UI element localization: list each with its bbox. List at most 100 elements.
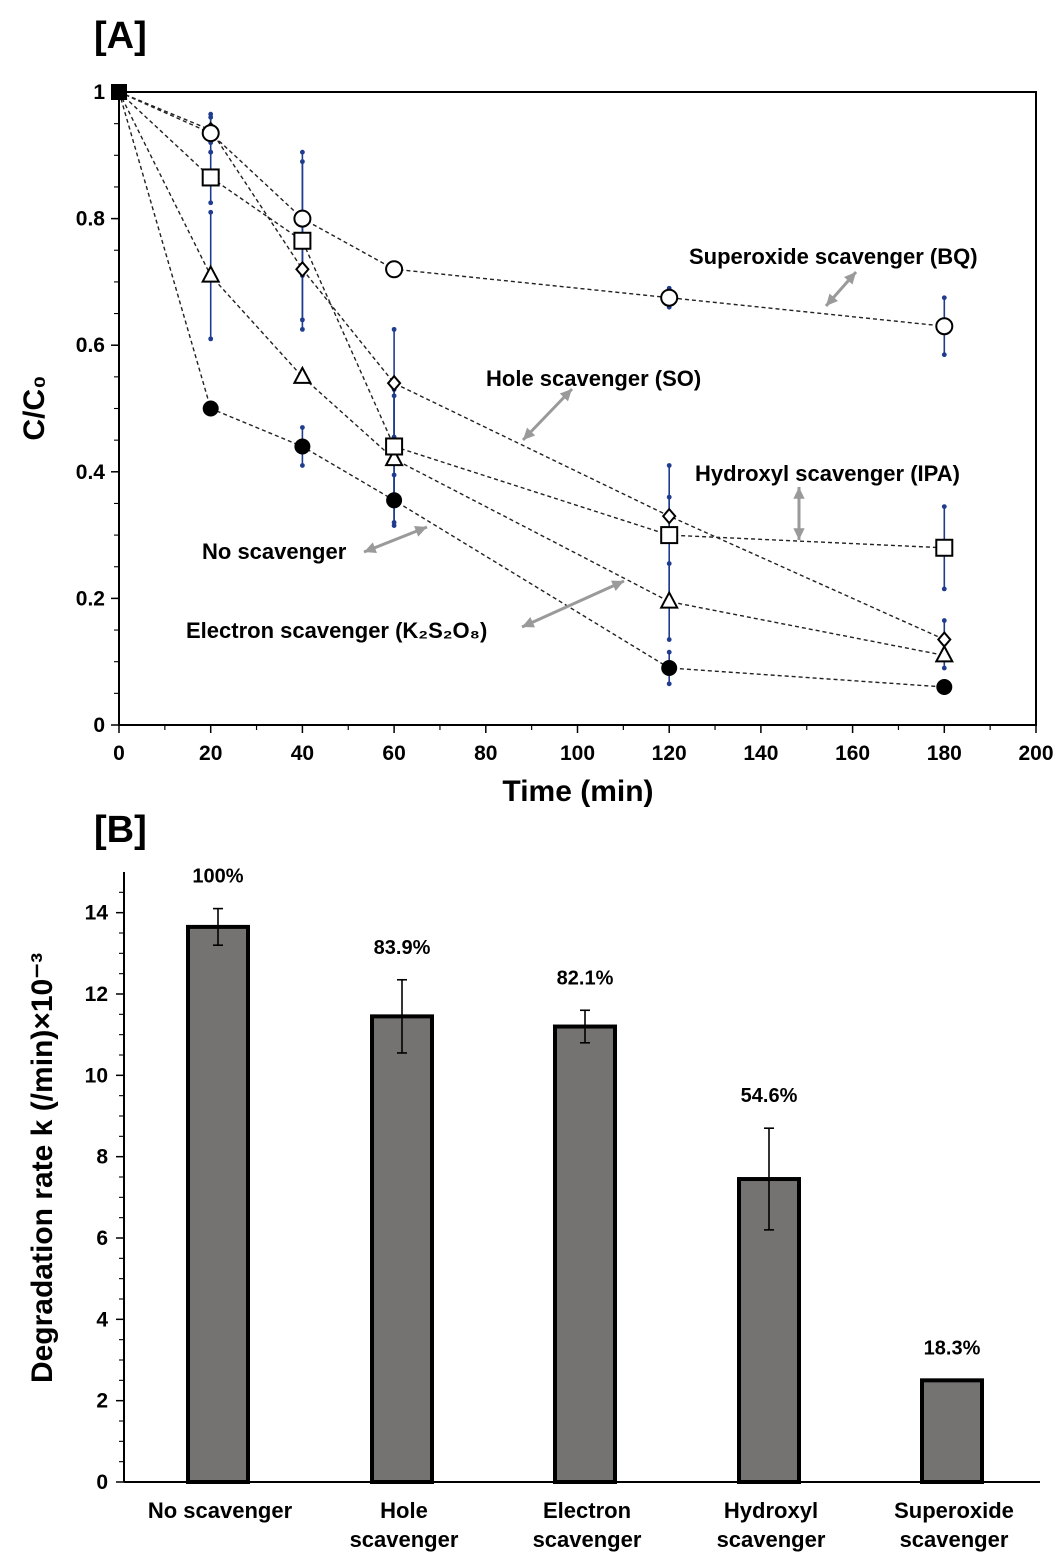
error-cap [941, 352, 947, 358]
x-tick-label: 120 [652, 742, 687, 765]
category-label: Electron [543, 1498, 631, 1523]
error-cap [208, 149, 214, 155]
error-cap [391, 326, 397, 332]
y-tick-label: 2 [96, 1390, 108, 1413]
annotation-hydroxyl: Hydroxyl scavenger (IPA) [695, 461, 960, 486]
annotation-no-scavenger: No scavenger [202, 539, 347, 564]
y-tick-label: 6 [96, 1227, 108, 1250]
data-point [385, 437, 404, 456]
y-tick-label: 0.6 [76, 334, 105, 357]
panel-a-tick-labels: 0 20 40 60 80 100 120 140 160 180 200 0 0.2 0.4 0.6 0.8… [76, 81, 1054, 765]
y-tick-label: 12 [85, 983, 108, 1006]
x-tick-label: 100 [560, 742, 595, 765]
data-point [661, 507, 677, 525]
panel-b-tick-labels: 0 2 4 6 8 10 12 14 [85, 902, 109, 1494]
bar [186, 924, 250, 1484]
error-cap [208, 111, 214, 117]
x-tick-label: 140 [743, 742, 778, 765]
category-label: scavenger [350, 1527, 459, 1552]
y-tick-label: 0.2 [76, 587, 105, 610]
error-cap [300, 149, 305, 155]
data-point [936, 679, 953, 696]
panel-a-annotation-arrows [363, 271, 858, 629]
x-tick-label: 180 [927, 742, 962, 765]
error-cap [941, 504, 947, 510]
error-cap [208, 200, 214, 206]
bar-data-label: 18.3% [924, 1337, 981, 1359]
error-cap [666, 463, 672, 468]
bar [553, 1024, 617, 1484]
panel-b-error-bars [213, 907, 774, 1231]
x-tick-label: 20 [199, 742, 222, 765]
arrow-head [414, 526, 427, 537]
panel-b-category-labels: No scavenger Hole scavenger Electron scaveng… [148, 1498, 1014, 1552]
x-tick-label: 40 [291, 742, 314, 765]
y-tick-label: 8 [96, 1146, 108, 1169]
data-point [659, 590, 679, 609]
arrow-head [826, 293, 838, 306]
y-tick-label: 0 [96, 1471, 108, 1494]
error-cap [300, 326, 305, 332]
y-tick-label: 14 [85, 902, 109, 925]
y-tick-label: 0.8 [76, 208, 106, 231]
data-point [935, 538, 954, 557]
panel-b-label: [B] [94, 809, 147, 851]
category-label: Hydroxyl [724, 1498, 818, 1523]
arrow-head [793, 528, 805, 540]
category-label: Hole [380, 1498, 428, 1523]
arrow-head [559, 389, 572, 402]
x-tick-label: 80 [474, 742, 497, 765]
y-tick-label: 1 [93, 81, 105, 104]
x-tick-label: 0 [113, 742, 125, 765]
y-tick-label: 10 [85, 1064, 108, 1087]
data-point [201, 124, 220, 143]
data-point [293, 231, 312, 250]
arrow-shaft [521, 579, 625, 629]
bar [370, 1014, 434, 1484]
annotation-superoxide: Superoxide scavenger (BQ) [689, 244, 978, 269]
arrow-head [523, 427, 536, 440]
data-point [295, 260, 310, 278]
series-line-0 [118, 91, 945, 688]
data-point [201, 168, 220, 187]
bar-data-label: 100% [192, 866, 243, 888]
arrow-head [522, 617, 535, 628]
series-line-2 [118, 91, 945, 657]
data-point [201, 264, 221, 283]
error-cap [300, 159, 305, 165]
error-cap [300, 425, 305, 430]
x-tick-label: 160 [835, 742, 870, 765]
bar-data-label: 54.6% [741, 1085, 798, 1107]
panel-b-ticks [116, 891, 124, 1483]
panel-b-data-labels: 100% 83.9% 82.1% 54.6% 18.3% [192, 866, 980, 1360]
y-tick-label: 4 [96, 1308, 108, 1331]
error-cap [208, 209, 214, 215]
data-point [384, 448, 404, 467]
panel-a-label: [A] [94, 15, 147, 57]
error-cap [300, 463, 305, 468]
data-point [202, 400, 219, 417]
category-label: scavenger [900, 1527, 1009, 1552]
arrow-head [793, 487, 805, 499]
error-cap [941, 618, 947, 623]
series-line-1 [118, 91, 945, 641]
data-point [935, 317, 954, 336]
bar-data-label: 83.9% [374, 937, 431, 959]
arrow-head [844, 272, 856, 285]
series-line-4 [118, 91, 945, 327]
error-cap [391, 520, 397, 525]
category-label: Superoxide [894, 1498, 1014, 1523]
x-tick-label: 60 [382, 742, 405, 765]
panel-b-bars [186, 924, 984, 1485]
panel-a-x-axis-title: Time (min) [502, 775, 653, 808]
panel-a-lines [118, 91, 947, 688]
data-point [660, 526, 679, 545]
arrow-head [611, 580, 624, 591]
category-label: No scavenger [148, 1498, 293, 1523]
data-point [934, 644, 954, 663]
x-tick-label: 200 [1018, 742, 1053, 765]
panel-b-y-axis-title: Degradation rate k (/min)×10⁻³ [26, 953, 59, 1383]
data-point [661, 660, 678, 677]
error-cap [941, 586, 947, 592]
